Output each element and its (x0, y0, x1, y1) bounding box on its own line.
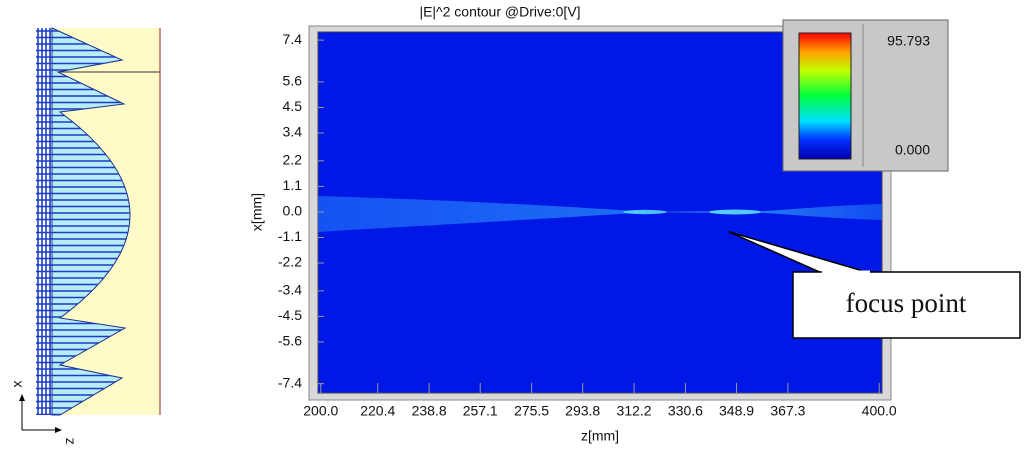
y-tick-label: 1.1 (283, 177, 303, 193)
x-tick-label: 220.4 (360, 403, 395, 419)
x-arrow-head (19, 394, 25, 401)
y-tick-label: -7.4 (278, 374, 302, 390)
colorbar-max-label: 95.793 (887, 33, 930, 49)
beam (318, 196, 882, 232)
x-tick-label: 238.8 (412, 403, 447, 419)
beam-hotspot (623, 209, 667, 215)
x-tick-label: 312.2 (617, 403, 652, 419)
y-tick-label: 4.5 (283, 98, 303, 114)
x-tick-label: 293.8 (565, 403, 600, 419)
y-tick-label: 0.0 (283, 203, 303, 219)
y-tick-label: 7.4 (283, 31, 303, 47)
chart-title: |E|^2 contour @Drive:0[V] (419, 4, 580, 20)
callout-text: focus point (846, 288, 967, 318)
diagram-x-label: x (9, 381, 25, 388)
y-tick-label: -1.1 (278, 228, 302, 244)
x-tick-label: 400.0 (862, 403, 897, 419)
beam-hotspot (709, 209, 761, 215)
y-tick-label: -2.2 (278, 254, 302, 270)
x-tick-label: 367.3 (770, 403, 805, 419)
colorbar (798, 32, 852, 160)
z-arrow-head (55, 427, 62, 433)
lens-diagram: x z (9, 27, 161, 445)
y-tick-label: 3.4 (283, 124, 303, 140)
y-axis-label: x[mm] (249, 193, 265, 231)
x-tick-label: 257.1 (463, 403, 498, 419)
y-tick-label: -3.4 (278, 282, 302, 298)
x-axis-label: z[mm] (581, 428, 619, 444)
x-tick-label: 275.5 (514, 403, 549, 419)
callout-box (792, 271, 1021, 339)
x-tick-label: 200.0 (303, 403, 338, 419)
x-tick-label: 330.6 (668, 403, 703, 419)
y-tick-label: -4.5 (278, 307, 302, 323)
diagram-z-label: z (61, 438, 77, 445)
y-tick-label: 5.6 (283, 73, 303, 89)
colorbar-min-label: 0.000 (895, 142, 930, 158)
y-tick-label: -5.6 (278, 333, 302, 349)
y-tick-label: 2.2 (283, 152, 303, 168)
x-tick-label: 348.9 (719, 403, 754, 419)
